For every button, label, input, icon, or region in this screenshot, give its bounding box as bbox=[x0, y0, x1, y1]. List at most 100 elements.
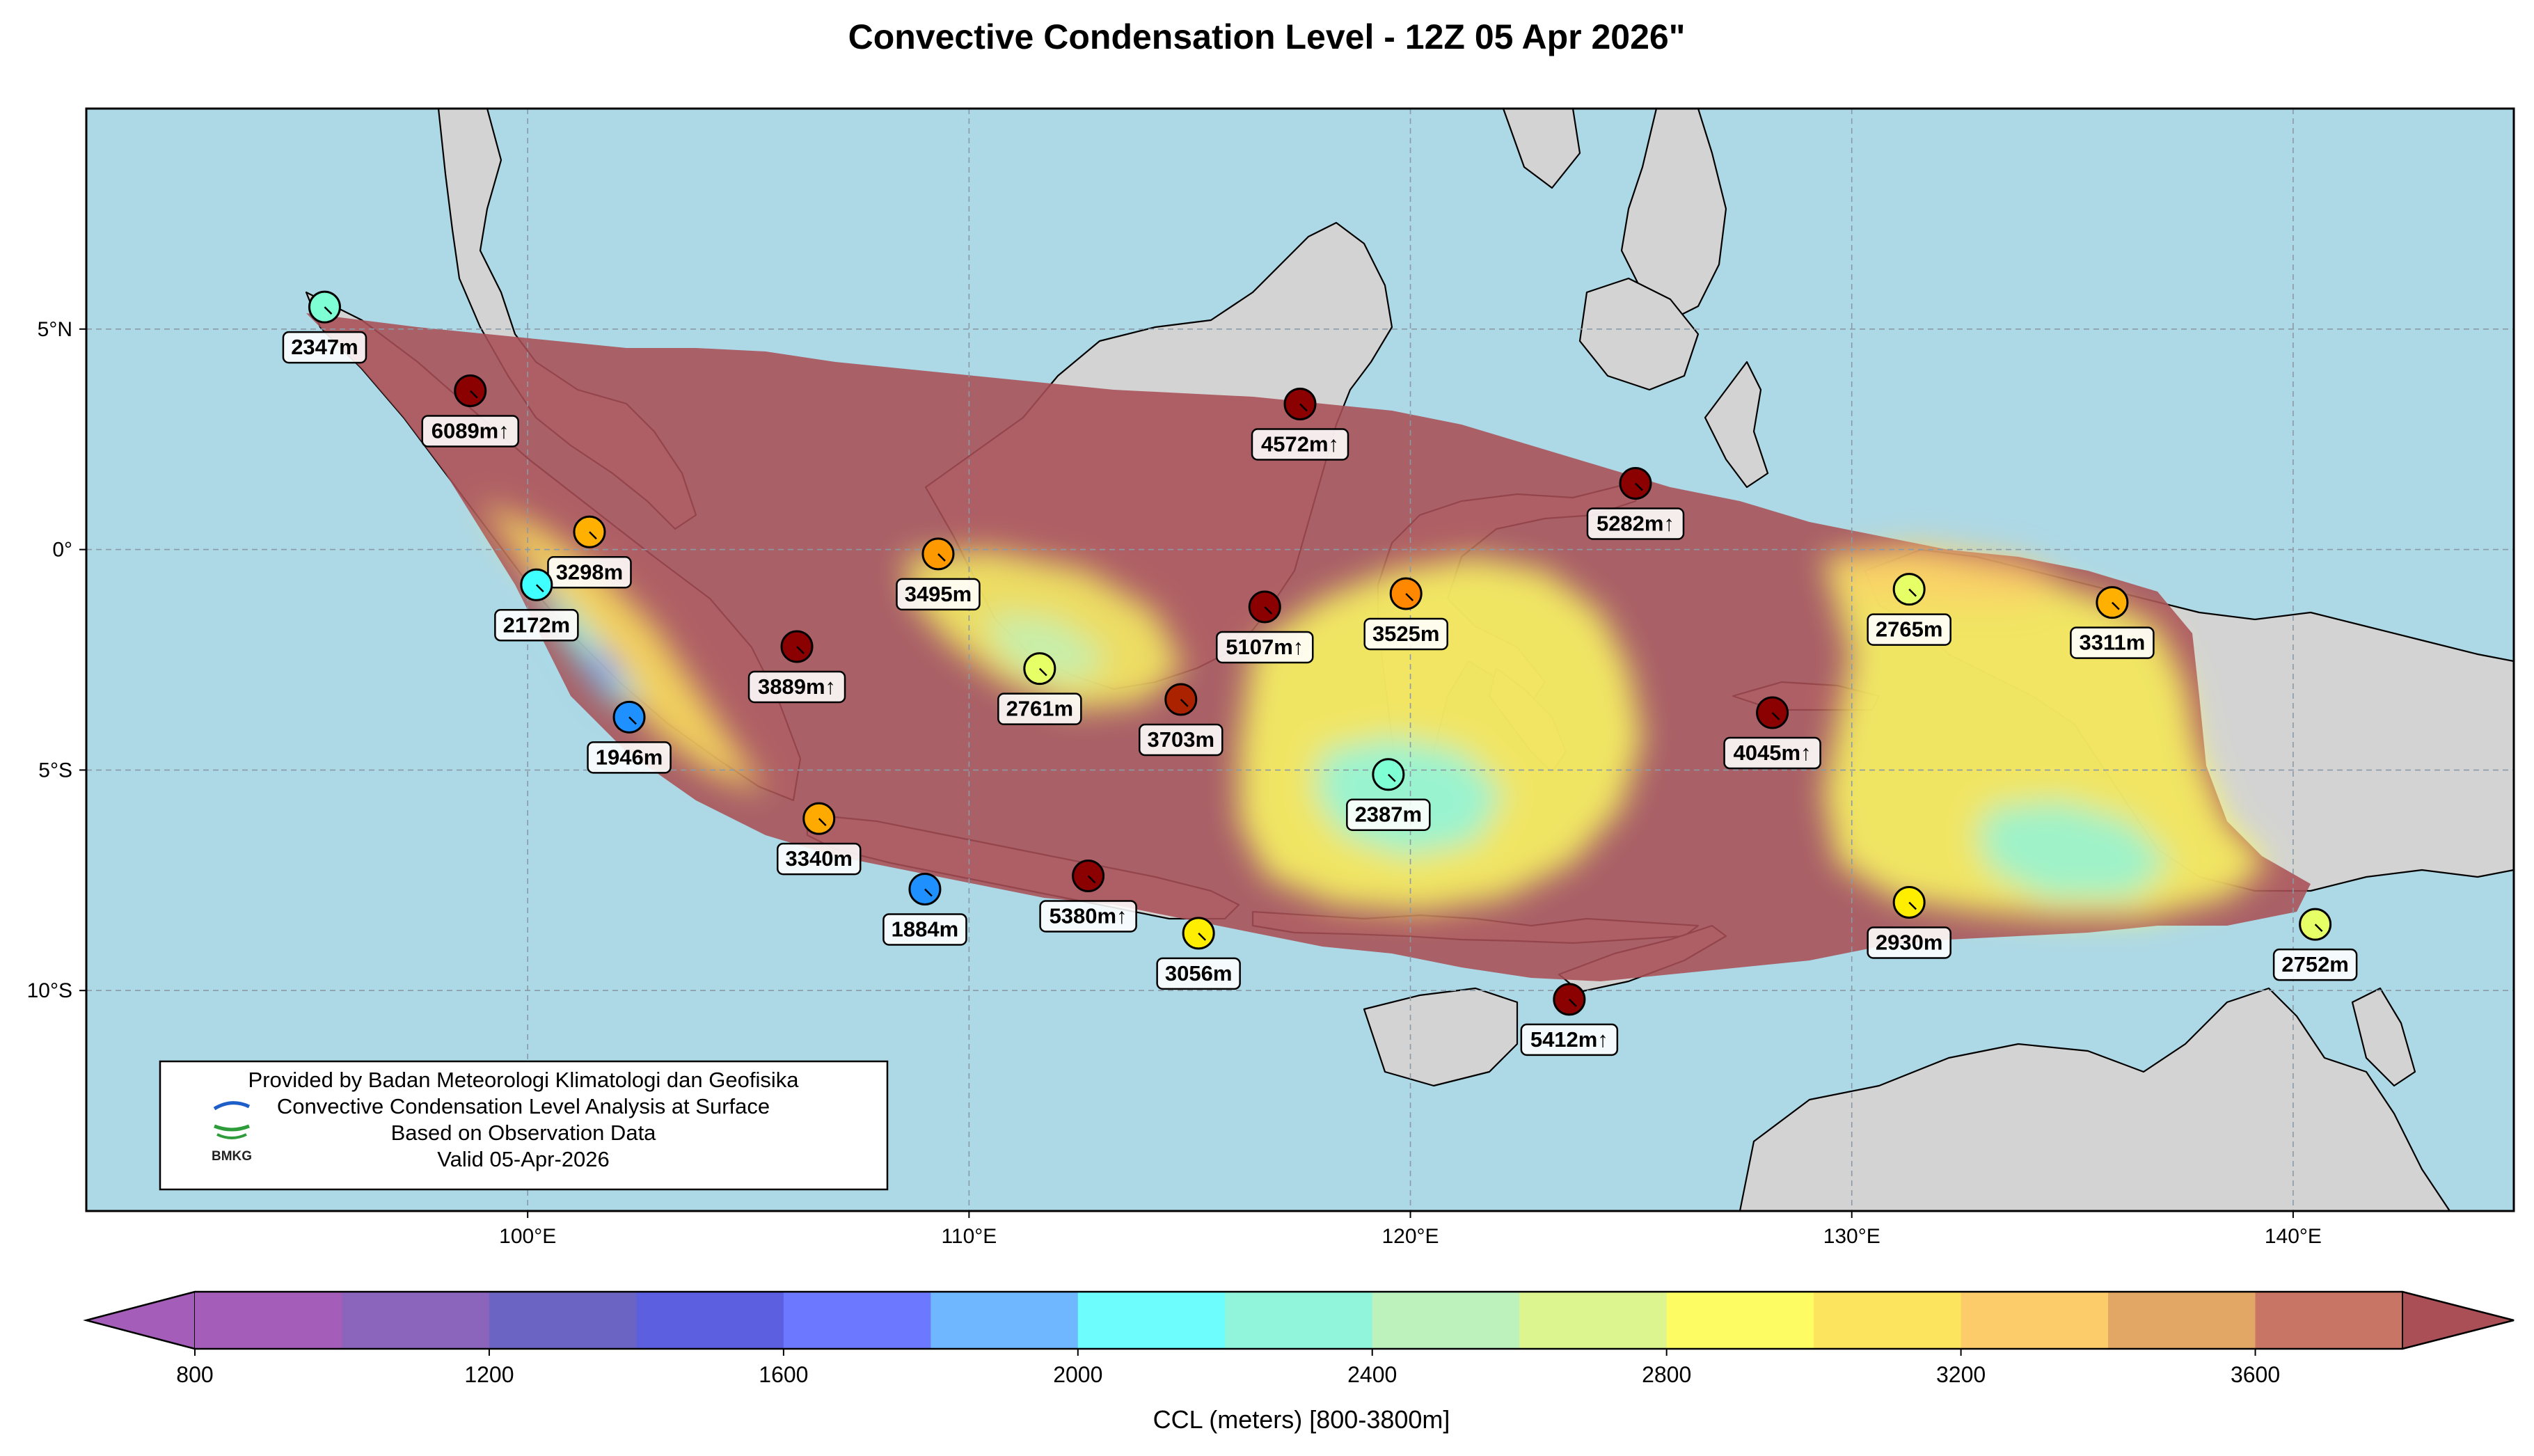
colorbar-segment bbox=[636, 1292, 784, 1349]
colorbar-segment bbox=[489, 1292, 637, 1349]
station-label-box bbox=[1363, 617, 1448, 651]
station-label-box bbox=[547, 556, 632, 589]
colorbar-ticks: 800 1200 1600 2000 2400 2800 3200 3600 bbox=[176, 1349, 2280, 1387]
station-marker[interactable]: 5380m↑ bbox=[1039, 859, 1137, 933]
colorbar-segment bbox=[1666, 1292, 1814, 1349]
station-label: 2930m bbox=[1876, 930, 1943, 954]
lon-tick-label: 110°E bbox=[941, 1225, 997, 1248]
station-label: 3495m bbox=[905, 582, 972, 606]
station-dot bbox=[1164, 683, 1198, 716]
station-label-box bbox=[1251, 428, 1349, 461]
station-marker[interactable]: 3298m bbox=[547, 515, 632, 589]
station-label-box bbox=[1216, 631, 1314, 664]
colorbar-tick-label: 2400 bbox=[1347, 1362, 1397, 1387]
colorbar-tick-label: 800 bbox=[176, 1362, 213, 1387]
station-wind-barb bbox=[1198, 932, 1207, 941]
station-marker[interactable]: 4045m↑ bbox=[1723, 696, 1821, 770]
station-label-box bbox=[1867, 926, 1951, 959]
colorbar-tick-label: 1200 bbox=[464, 1362, 514, 1387]
colorbar-segment bbox=[1961, 1292, 2109, 1349]
info-box-frame bbox=[159, 1060, 889, 1191]
station-wind-barb bbox=[1299, 403, 1308, 412]
lat-tick-label: 5°N bbox=[38, 318, 72, 341]
station-marker[interactable]: 5412m↑ bbox=[1520, 983, 1619, 1057]
lon-tick-label: 130°E bbox=[1823, 1225, 1880, 1248]
colorbar-tick-label: 3200 bbox=[1936, 1362, 1986, 1387]
station-marker[interactable]: 2752m bbox=[2272, 908, 2358, 981]
colorbar-segment bbox=[783, 1292, 931, 1349]
station-label-box bbox=[494, 609, 579, 642]
station-label-box bbox=[1867, 613, 1951, 646]
station-marker[interactable]: 3703m bbox=[1139, 683, 1224, 757]
bmkg-logo-arc-blue bbox=[213, 1101, 251, 1111]
land-philippines bbox=[1620, 109, 1727, 322]
station-marker[interactable]: 4572m↑ bbox=[1251, 388, 1349, 461]
station-marker[interactable]: 3525m bbox=[1363, 577, 1448, 651]
station-marker[interactable]: 6089m↑ bbox=[421, 374, 519, 448]
colorbar-segment bbox=[342, 1292, 490, 1349]
land-australia-north bbox=[1739, 987, 2451, 1211]
station-wind-barb bbox=[924, 888, 933, 897]
station-wind-barb bbox=[1264, 606, 1273, 615]
colorbar-tick-label: 2800 bbox=[1642, 1362, 1691, 1387]
station-marker[interactable]: 2761m bbox=[997, 652, 1082, 725]
colorbar-tick-label: 3600 bbox=[2231, 1362, 2280, 1387]
ccl-papua-green bbox=[1977, 800, 2171, 898]
station-label-box bbox=[747, 670, 846, 704]
info-line-1: Provided by Badan Meteorologi Klimatolog… bbox=[248, 1068, 800, 1092]
station-label-box bbox=[882, 913, 967, 946]
station-label-box bbox=[1586, 507, 1685, 540]
station-marker[interactable]: 1884m bbox=[882, 872, 967, 946]
land-australia bbox=[1363, 987, 1519, 1087]
station-label-box bbox=[896, 578, 981, 611]
station-label: 3703m bbox=[1148, 727, 1215, 752]
info-line-3: Based on Observation Data bbox=[391, 1121, 657, 1145]
station-label-box bbox=[2070, 626, 2155, 659]
station-wind-barb bbox=[937, 553, 946, 562]
info-box: Provided by Badan Meteorologi Klimatolog… bbox=[159, 1060, 889, 1191]
map-title: Convective Condensation Level - 12Z 05 A… bbox=[848, 17, 1686, 56]
colorbar-segment bbox=[1519, 1292, 1668, 1349]
info-line-2: Convective Condensation Level Analysis a… bbox=[277, 1094, 770, 1118]
station-marker[interactable]: 3056m bbox=[1156, 917, 1241, 990]
station-marker[interactable]: 2347m bbox=[282, 290, 367, 364]
station-label-box bbox=[776, 842, 862, 876]
colorbar-label: CCL (meters) [800-3800m] bbox=[1153, 1405, 1450, 1434]
station-marker[interactable]: 5107m↑ bbox=[1216, 590, 1314, 664]
colorbar-under-arrow bbox=[84, 1290, 196, 1350]
station-label: 5412m↑ bbox=[1530, 1027, 1608, 1052]
station-marker[interactable]: 2930m bbox=[1867, 885, 1951, 959]
colorbar-tick-label: 1600 bbox=[759, 1362, 808, 1387]
land-cape-york bbox=[2351, 987, 2416, 1087]
latitude-ticks: 5°N 0° 5°S 10°S bbox=[27, 318, 86, 1002]
map-frame bbox=[85, 107, 2515, 1212]
station-marker[interactable]: 3889m↑ bbox=[747, 630, 846, 704]
station-marker[interactable]: 5282m↑ bbox=[1586, 467, 1685, 540]
lat-tick-label: 10°S bbox=[27, 979, 72, 1002]
station-marker[interactable]: 2172m bbox=[494, 568, 579, 642]
colorbar-outline bbox=[83, 1290, 2515, 1350]
station-wind-barb bbox=[1387, 773, 1396, 782]
colorbar-segment bbox=[1225, 1292, 1373, 1349]
station-wind-barb bbox=[818, 818, 827, 826]
colorbar-segment bbox=[931, 1292, 1079, 1349]
station-label: 2752m bbox=[2281, 952, 2349, 976]
station-label-box bbox=[1139, 723, 1224, 757]
station-label-box bbox=[997, 693, 1082, 725]
station-wind-barb bbox=[1771, 712, 1780, 720]
station-marker[interactable]: 2387m bbox=[1346, 758, 1431, 831]
station-marker[interactable]: 1946m bbox=[587, 700, 672, 774]
colorbar bbox=[83, 1290, 2515, 1350]
station-label: 3889m↑ bbox=[758, 674, 836, 699]
station-marker[interactable]: 2765m bbox=[1867, 573, 1951, 646]
bmkg-logo-arc-green-2 bbox=[216, 1133, 247, 1139]
colorbar-segment bbox=[195, 1292, 342, 1349]
station-label-box bbox=[1723, 736, 1821, 770]
bmkg-logo-arc-green bbox=[214, 1124, 250, 1132]
station-marker[interactable]: 3495m bbox=[896, 537, 981, 611]
station-marker[interactable]: 3311m bbox=[2070, 586, 2155, 659]
station-marker[interactable]: 3340m bbox=[776, 802, 862, 876]
station-label-box bbox=[421, 415, 519, 448]
land-luzon-north bbox=[1502, 109, 1581, 189]
